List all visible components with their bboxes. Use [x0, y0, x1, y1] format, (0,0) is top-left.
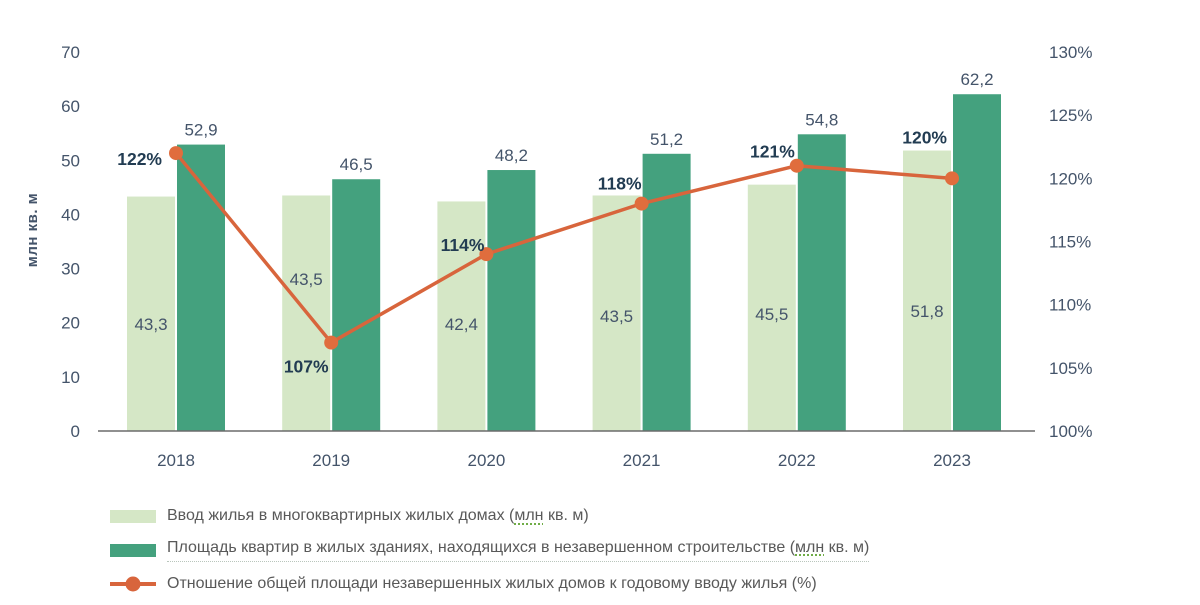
legend-item-housing-input: Ввод жилья в многоквартирных жилых домах… [110, 503, 1160, 529]
chart-svg: 43,3 43,5 42,4 43,5 45,5 51,8 52,9 46,5 48,2 51,2… [24, 43, 1092, 470]
bar-unfinished-area-2021 [642, 153, 691, 431]
legend-text-part: кв. м) [824, 538, 870, 556]
label-housing-input-2018: 43,3 [134, 315, 167, 334]
x-axis-label-2019: 2019 [312, 451, 350, 470]
legend-text-part: Ввод жилья в многоквартирных жилых домах… [167, 507, 515, 524]
legend-text-spellchecked-word: млн [795, 538, 825, 556]
label-unfinished-area-2019: 46,5 [340, 155, 373, 174]
bar-housing-input-2023 [903, 150, 951, 432]
left-axis-tick-30: 30 [61, 260, 80, 279]
legend-text-part: кв. м) [543, 507, 589, 524]
right-axis-tick-110%: 110% [1049, 296, 1091, 315]
legend-swatch-light-green [110, 509, 156, 523]
label-unfinished-area-2023: 62,2 [960, 70, 993, 89]
x-axis-label-2023: 2023 [933, 451, 971, 470]
bar-unfinished-area-2018 [177, 144, 225, 431]
legend-swatch-dark-green [110, 543, 156, 557]
x-axis-label-2021: 2021 [623, 451, 661, 470]
label-ratio-2022: 121% [750, 142, 795, 162]
x-axis-label-2022: 2022 [778, 451, 816, 470]
label-ratio-2019: 107% [284, 357, 329, 377]
ratio-marker-2019 [324, 335, 339, 350]
bar-unfinished-area-2019 [332, 179, 381, 431]
label-housing-input-2020: 42,4 [445, 315, 478, 334]
bar-housing-input-2020 [437, 201, 486, 431]
ratio-marker-2020 [479, 247, 494, 262]
label-housing-input-2022: 45,5 [755, 305, 788, 324]
label-housing-input-2019: 43,5 [290, 270, 323, 289]
right-axis-tick-115%: 115% [1049, 233, 1091, 252]
chart-legend: Ввод жилья в многоквартирных жилых домах… [110, 503, 1160, 605]
label-unfinished-area-2022: 54,8 [805, 110, 838, 129]
legend-label-unfinished-area: Площадь квартир в жилых зданиях, находящ… [167, 538, 870, 562]
left-axis-tick-0: 0 [71, 422, 80, 441]
bar-housing-input-2018 [127, 196, 175, 431]
right-axis-tick-120%: 120% [1049, 169, 1092, 188]
bar-housing-input-2021 [592, 195, 641, 431]
left-axis-tick-40: 40 [61, 205, 80, 224]
legend-line-swatch [110, 576, 156, 592]
right-axis-tick-105%: 105% [1049, 359, 1092, 378]
label-housing-input-2021: 43,5 [600, 307, 633, 326]
ratio-marker-2022 [789, 158, 804, 173]
left-axis-tick-20: 20 [61, 314, 80, 333]
ratio-marker-2021 [634, 196, 649, 211]
legend-text-spellchecked-word: млн [514, 507, 544, 524]
right-axis-tick-100%: 100% [1049, 422, 1092, 441]
left-axis-tick-10: 10 [61, 368, 80, 387]
bar-housing-input-2022 [747, 184, 796, 431]
legend-label-housing-input: Ввод жилья в многоквартирных жилых домах… [167, 507, 589, 525]
left-axis-tick-70: 70 [61, 43, 80, 62]
right-axis-tick-130%: 130% [1049, 43, 1092, 62]
x-axis-label-2020: 2020 [467, 451, 505, 470]
legend-text-part: Площадь квартир в жилых зданиях, находящ… [167, 538, 796, 556]
label-unfinished-area-2021: 51,2 [650, 130, 683, 149]
ratio-line [174, 151, 953, 345]
legend-item-ratio-line: Отношение общей площади незавершенных жи… [110, 571, 1160, 597]
right-axis-tick-125%: 125% [1049, 106, 1092, 125]
label-ratio-2020: 114% [441, 235, 485, 255]
x-axis-label-2018: 2018 [157, 451, 195, 470]
left-axis-tick-60: 60 [61, 97, 80, 116]
bar-unfinished-area-2020 [487, 170, 536, 431]
bar-unfinished-area-2022 [797, 134, 846, 431]
left-axis-title: млн кв. м [24, 193, 41, 268]
combo-chart: 43,3 43,5 42,4 43,5 45,5 51,8 52,9 46,5 48,2 51,2… [24, 43, 1092, 470]
bar-unfinished-area-2023 [953, 94, 1001, 431]
label-ratio-2021: 118% [598, 174, 642, 194]
left-axis-tick-50: 50 [61, 151, 80, 170]
label-ratio-2018: 122% [117, 149, 162, 169]
label-unfinished-area-2018: 52,9 [184, 121, 217, 140]
label-ratio-2023: 120% [902, 127, 947, 147]
label-housing-input-2023: 51,8 [910, 302, 943, 321]
legend-label-ratio-line: Отношение общей площади незавершенных жи… [167, 575, 817, 592]
legend-line-marker-icon [125, 576, 141, 592]
label-unfinished-area-2020: 48,2 [495, 146, 528, 165]
ratio-marker-2018 [169, 146, 183, 161]
ratio-marker-2023 [945, 171, 959, 186]
legend-item-unfinished-area: Площадь квартир в жилых зданиях, находящ… [110, 537, 1160, 563]
